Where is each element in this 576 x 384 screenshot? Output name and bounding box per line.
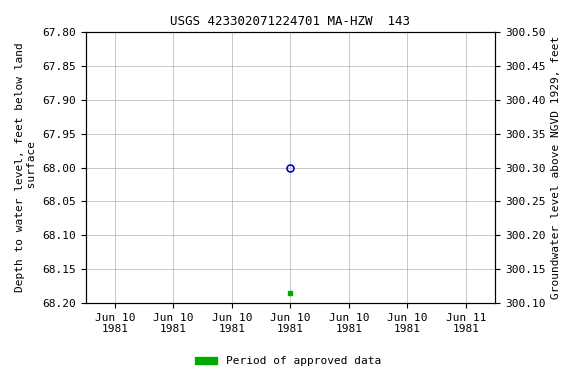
Y-axis label: Groundwater level above NGVD 1929, feet: Groundwater level above NGVD 1929, feet xyxy=(551,36,561,299)
Y-axis label: Depth to water level, feet below land
 surface: Depth to water level, feet below land su… xyxy=(15,43,37,292)
Legend: Period of approved data: Period of approved data xyxy=(191,352,385,371)
Title: USGS 423302071224701 MA-HZW  143: USGS 423302071224701 MA-HZW 143 xyxy=(170,15,411,28)
